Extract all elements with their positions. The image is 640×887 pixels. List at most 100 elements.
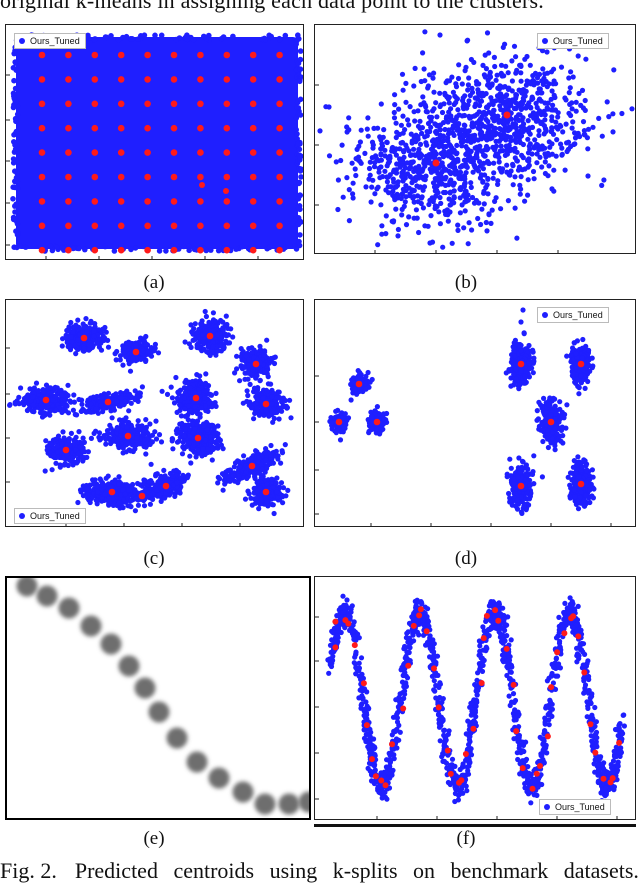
data-point	[164, 391, 171, 397]
data-point	[268, 457, 274, 463]
data-point	[534, 160, 540, 166]
centroid	[80, 334, 88, 342]
data-point	[130, 355, 136, 361]
data-point	[220, 487, 226, 493]
data-point	[566, 110, 572, 116]
data-point	[158, 439, 165, 445]
centroid	[38, 149, 46, 156]
data-point	[455, 227, 461, 233]
data-point	[419, 130, 425, 136]
centroid	[249, 222, 257, 230]
centroid	[276, 149, 283, 156]
data-point	[459, 143, 465, 149]
data-point	[234, 366, 240, 372]
data-point	[91, 430, 97, 436]
data-point	[192, 321, 198, 327]
data-point	[542, 159, 548, 165]
data-point	[457, 186, 463, 192]
data-point	[189, 421, 196, 427]
data-point	[12, 399, 18, 406]
data-point	[98, 402, 104, 408]
data-point	[155, 350, 162, 356]
data-point	[199, 450, 205, 456]
centroid	[38, 51, 46, 59]
data-point	[114, 348, 120, 355]
data-point	[381, 127, 387, 133]
data-point	[406, 122, 412, 128]
centroid	[38, 198, 46, 205]
data-point	[432, 149, 438, 155]
data-point	[253, 448, 259, 454]
centroid	[144, 51, 151, 59]
data-point	[195, 340, 201, 347]
centroid	[197, 173, 204, 181]
data-point	[518, 186, 524, 192]
data-point	[448, 170, 454, 176]
data-point	[369, 184, 375, 190]
data-point	[85, 492, 91, 498]
data-point	[244, 388, 250, 394]
data-point	[260, 395, 266, 401]
data-point	[101, 335, 108, 341]
data-point	[133, 442, 139, 448]
data-point	[534, 151, 540, 157]
data-point	[158, 498, 164, 504]
data-point	[384, 163, 390, 169]
data-point	[550, 102, 556, 108]
data-point	[135, 394, 141, 400]
centroid	[144, 222, 151, 230]
centroid	[249, 124, 257, 132]
data-point	[573, 108, 579, 114]
data-point	[581, 128, 587, 134]
data-point	[205, 446, 211, 452]
data-point	[481, 201, 487, 207]
data-point	[192, 390, 198, 396]
data-point	[429, 195, 435, 201]
data-point	[415, 108, 421, 114]
data-point	[419, 125, 425, 131]
data-point	[181, 433, 187, 439]
data-point	[484, 228, 490, 234]
data-point	[239, 243, 245, 250]
data-point	[12, 115, 19, 122]
data-point	[426, 72, 433, 78]
data-point	[579, 87, 586, 93]
data-point	[79, 401, 85, 407]
data-point	[427, 114, 433, 120]
data-point	[246, 402, 252, 408]
centroid	[276, 51, 283, 59]
data-point	[175, 389, 181, 395]
data-point	[30, 394, 36, 400]
data-point	[568, 69, 574, 75]
data-point	[470, 169, 476, 175]
data-point	[504, 162, 510, 168]
data-point	[350, 191, 356, 197]
data-point	[399, 71, 406, 77]
data-point	[378, 151, 384, 157]
data-point	[202, 437, 209, 443]
data-point	[407, 104, 413, 110]
data-point	[610, 129, 616, 135]
data-point	[428, 124, 434, 130]
centroid	[170, 100, 178, 108]
centroid	[117, 149, 125, 156]
data-point	[473, 197, 479, 204]
data-point	[352, 166, 358, 172]
data-point	[479, 206, 485, 212]
data-point	[391, 109, 397, 116]
data-point	[192, 408, 198, 414]
data-point	[433, 129, 439, 135]
data-point	[459, 81, 465, 87]
data-point	[542, 145, 548, 151]
data-point	[71, 437, 77, 444]
panel-b-gaussian-blobs: Ours_Tuned	[314, 24, 636, 254]
data-point	[512, 145, 518, 151]
data-point	[275, 389, 281, 395]
centroid	[144, 149, 151, 156]
data-point	[107, 422, 113, 428]
data-point	[108, 33, 114, 39]
data-point	[565, 139, 572, 145]
data-point	[198, 321, 205, 327]
data-point	[555, 114, 561, 120]
data-point	[558, 141, 564, 147]
